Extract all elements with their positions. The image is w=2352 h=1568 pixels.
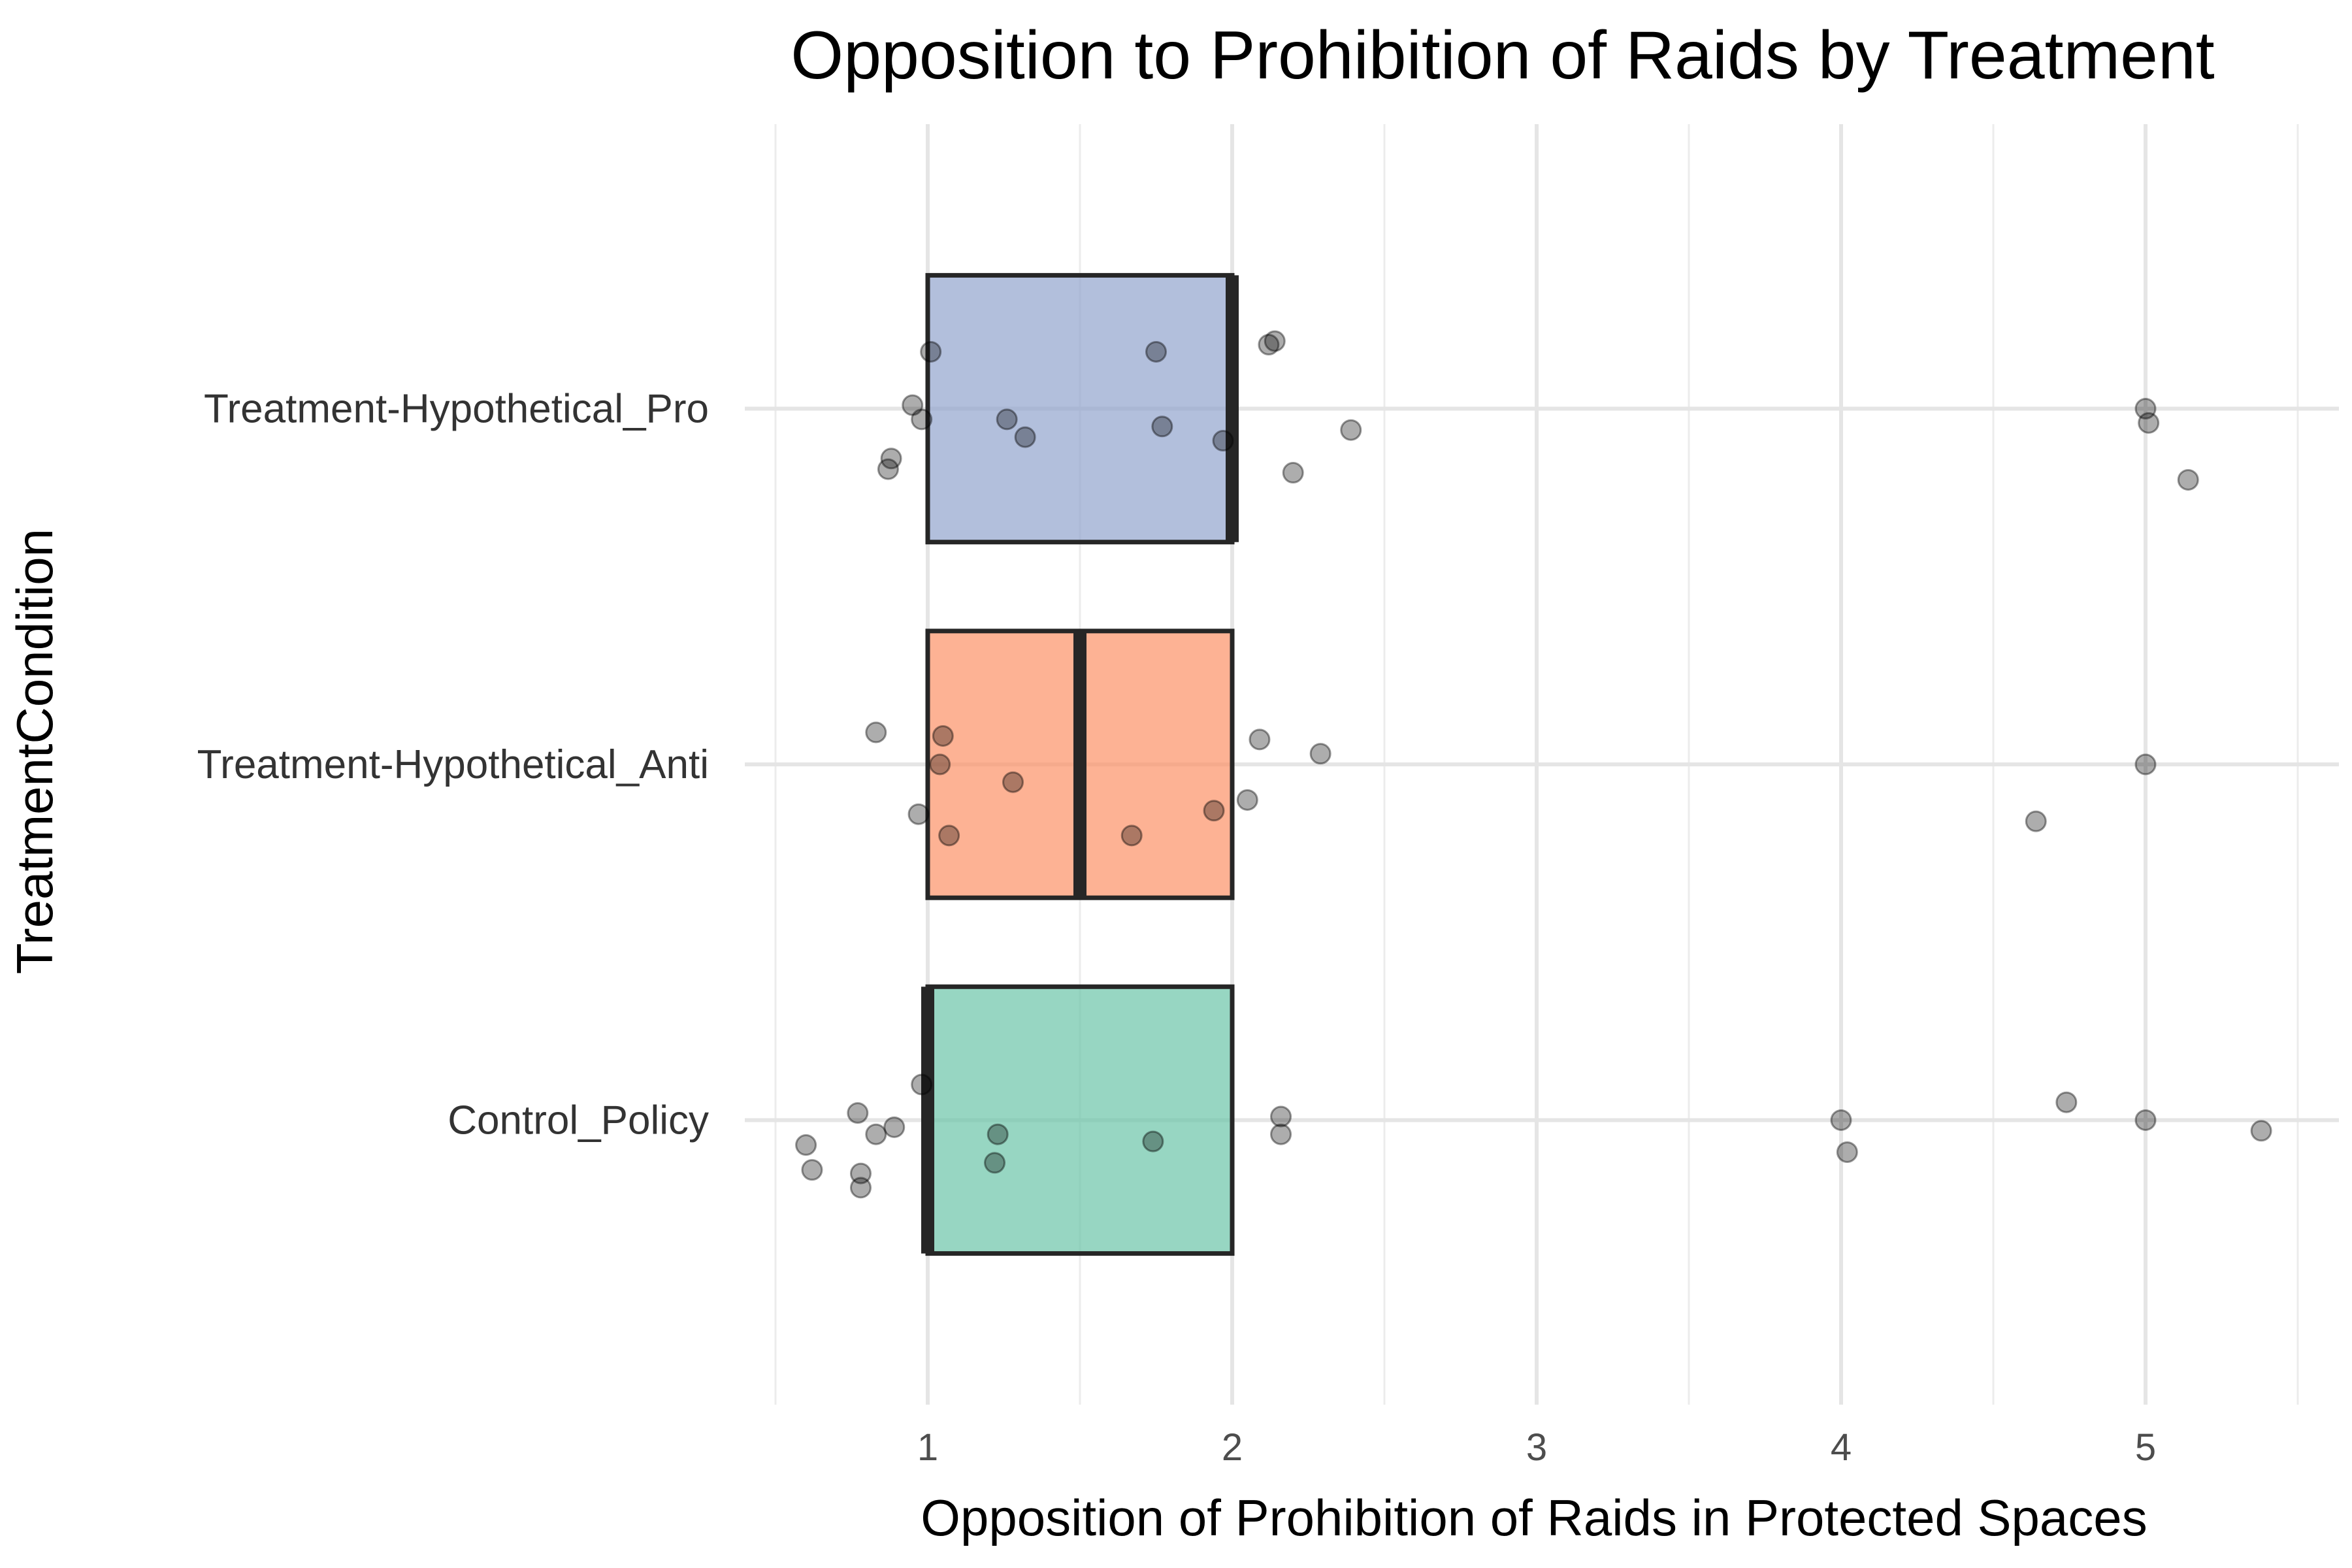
box-Control_Policy [925, 984, 1235, 1256]
data-point [883, 1116, 906, 1138]
box-Treatment-Hypothetical_Pro [925, 272, 1235, 545]
data-point [911, 1073, 933, 1096]
data-point [1236, 789, 1258, 811]
data-point [1258, 334, 1280, 356]
data-point [877, 458, 899, 480]
data-point [1836, 1141, 1858, 1163]
jitter-points [795, 330, 2272, 1199]
data-point [2138, 412, 2160, 434]
data-point [2250, 1120, 2272, 1142]
category-label: Control_Policy [448, 1098, 709, 1143]
data-point [1340, 419, 1362, 441]
data-point [1002, 771, 1024, 793]
data-point [938, 825, 960, 847]
y-axis-title: TreatmentCondition [6, 529, 63, 974]
x-axis-title: Opposition of Prohibition of Raids in Pr… [921, 1489, 2147, 1546]
data-point [2177, 468, 2199, 491]
data-point [2025, 810, 2047, 832]
data-point [929, 753, 951, 776]
data-point [880, 448, 902, 470]
data-point [1249, 728, 1271, 751]
category-label: Treatment-Hypothetical_Anti [197, 742, 709, 787]
axis-labels: 1 2 3 4 5 Control_Policy Treatment-Hypothetica… [197, 387, 2157, 1469]
data-point [849, 1162, 872, 1184]
data-point [1120, 825, 1143, 847]
x-tick-label: 3 [1526, 1426, 1547, 1469]
data-point [902, 394, 924, 416]
chart-title: Opposition to Prohibition of Raids by Tr… [791, 18, 2214, 93]
x-tick-label: 4 [1831, 1426, 1852, 1469]
data-point [1151, 416, 1173, 438]
data-point [996, 408, 1018, 431]
data-point [932, 725, 954, 747]
data-point [2055, 1091, 2078, 1113]
data-point [795, 1134, 817, 1156]
data-point [1014, 426, 1036, 448]
data-point [1282, 462, 1304, 484]
data-point [865, 1123, 887, 1145]
data-point [1142, 1130, 1164, 1152]
data-point [920, 340, 942, 363]
data-point [907, 803, 930, 825]
data-point [984, 1152, 1006, 1174]
data-point [1203, 800, 1225, 822]
data-point [911, 408, 933, 431]
x-tick-label: 2 [1222, 1426, 1243, 1469]
category-label: Treatment-Hypothetical_Pro [204, 387, 709, 432]
data-point [2134, 753, 2157, 776]
data-point [1145, 340, 1167, 363]
data-point [1270, 1105, 1292, 1128]
data-point [1309, 743, 1331, 765]
boxes [921, 272, 1239, 1256]
x-tick-label: 1 [917, 1426, 938, 1469]
data-point [1270, 1123, 1292, 1145]
data-point [2134, 398, 2157, 420]
data-point [2134, 1109, 2157, 1131]
data-point [801, 1159, 823, 1181]
data-point [1212, 430, 1234, 452]
data-point [847, 1102, 869, 1124]
data-point [1264, 330, 1286, 352]
data-point [865, 721, 887, 743]
data-point [1830, 1109, 1852, 1131]
x-tick-label: 5 [2135, 1426, 2156, 1469]
data-point [849, 1177, 872, 1199]
data-point [987, 1123, 1009, 1145]
